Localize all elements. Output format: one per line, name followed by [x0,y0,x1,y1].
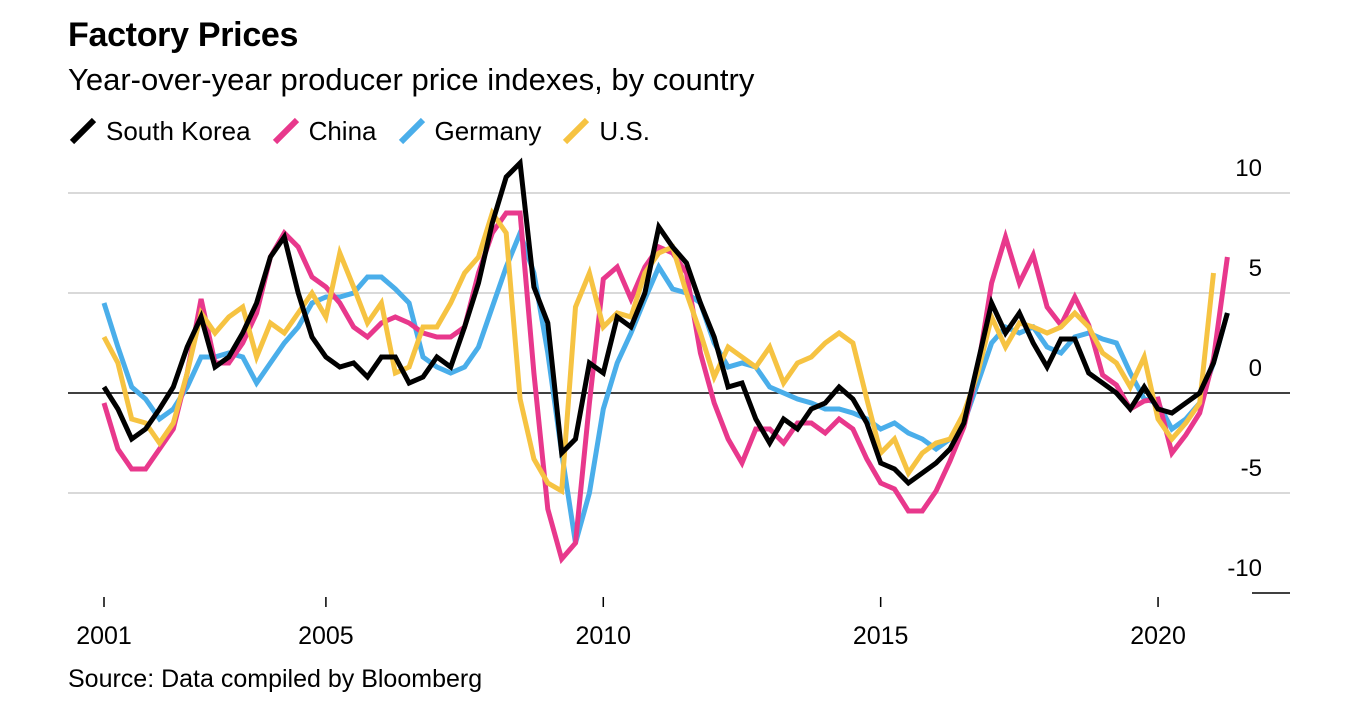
x-tick-label-2010: 2010 [575,622,631,650]
legend-label-us: U.S. [599,115,650,146]
legend: South Korea China Germany U.S. [68,114,670,148]
series-line-u-s [101,207,1216,496]
x-tick-label-2001: 2001 [76,622,132,650]
legend-label-china: China [308,115,377,146]
y-tick-label-5: -5 [1241,455,1262,482]
x-tick-label-2005: 2005 [298,622,354,650]
series-line-china [101,210,1230,565]
legend-item-south-korea: South Korea [68,116,251,147]
series-line-germany [101,225,1230,544]
legend-label-germany: Germany [434,115,542,146]
source-note: Source: Data compiled by Bloomberg [68,665,483,693]
legend-swatch-us [563,117,590,145]
legend-swatch-china [272,117,299,145]
x-tick-label-2020: 2020 [1130,622,1186,650]
y-tick-label-10: -10 [1227,555,1262,582]
series-line-south-korea [101,157,1230,487]
legend-swatch-south-korea [69,117,97,145]
x-tick-label-2015: 2015 [853,622,909,650]
legend-item-germany: Germany [397,115,542,147]
y-tick-label-5: 5 [1249,255,1262,282]
legend-swatch-germany [398,117,425,145]
legend-item-us: U.S. [561,116,650,147]
chart-title: Factory Prices [68,16,299,54]
legend-label-south-korea: South Korea [106,115,251,146]
y-tick-label-0: 0 [1249,355,1262,382]
legend-item-china: China [271,116,377,147]
chart-subtitle: Year-over-year producer price indexes, b… [68,62,755,97]
y-tick-label-10: 10 [1235,155,1262,182]
